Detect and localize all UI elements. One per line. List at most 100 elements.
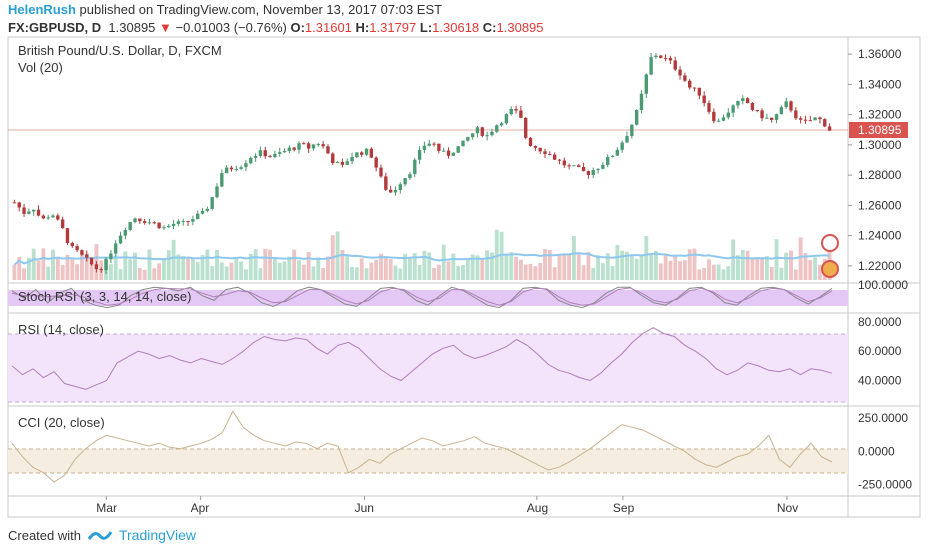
volume-bar bbox=[760, 258, 764, 280]
volume-bar bbox=[383, 256, 388, 280]
candle-body bbox=[316, 144, 320, 146]
volume-bar bbox=[200, 255, 205, 280]
candle-body bbox=[524, 117, 528, 138]
uk-flag-icon[interactable] bbox=[821, 234, 839, 252]
volume-bar bbox=[528, 263, 533, 280]
volume-bar bbox=[707, 259, 711, 280]
volume-bar bbox=[461, 265, 465, 280]
volume-bar bbox=[345, 256, 350, 280]
candle-body bbox=[596, 168, 600, 171]
published-text: published on TradingView.com, November 1… bbox=[79, 2, 443, 17]
volume-bar bbox=[374, 259, 379, 280]
candle-body bbox=[94, 264, 99, 270]
symbol-line: FX:GBPUSD, D 1.30895 ▼ −0.01003 (−0.76%)… bbox=[8, 20, 544, 35]
candle-body bbox=[606, 156, 610, 165]
candle-body bbox=[702, 95, 706, 104]
volume-bar bbox=[292, 249, 297, 280]
candle-body bbox=[128, 222, 132, 231]
candle-body bbox=[630, 124, 634, 136]
candle-body bbox=[813, 117, 817, 121]
candle-body bbox=[572, 165, 576, 167]
volume-bar bbox=[123, 251, 128, 280]
volume-bar bbox=[764, 256, 769, 280]
candle-body bbox=[601, 164, 605, 169]
volume-bar bbox=[224, 266, 229, 280]
candle-body bbox=[364, 148, 369, 155]
candle-body bbox=[543, 151, 547, 155]
candle-body bbox=[784, 101, 788, 108]
candle-body bbox=[668, 58, 673, 61]
tradingview-brand[interactable]: TradingView bbox=[118, 527, 197, 543]
volume-bar bbox=[113, 255, 118, 280]
volume-bar bbox=[219, 262, 224, 280]
candle-body bbox=[731, 105, 735, 113]
volume-bar bbox=[152, 268, 157, 280]
rsi-title: RSI (14, close) bbox=[18, 322, 104, 337]
candle-body bbox=[673, 60, 677, 70]
volume-bar bbox=[750, 258, 755, 280]
candle-body bbox=[659, 55, 663, 58]
last-price: 1.30895 bbox=[108, 20, 156, 35]
candle-body bbox=[27, 211, 31, 214]
volume-bar bbox=[769, 266, 774, 280]
volume-bar bbox=[441, 244, 446, 280]
volume-bar bbox=[649, 253, 654, 280]
volume-bar bbox=[779, 267, 784, 280]
candle-body bbox=[446, 150, 451, 156]
volume-bar bbox=[514, 256, 518, 280]
candle-body bbox=[461, 140, 465, 147]
volume-bar bbox=[31, 248, 36, 280]
volume-bar bbox=[499, 231, 504, 280]
candle-body bbox=[360, 152, 364, 155]
volume-bar bbox=[446, 261, 451, 280]
candle-body bbox=[707, 103, 711, 112]
candle-body bbox=[794, 110, 798, 119]
candle-body bbox=[745, 98, 750, 104]
volume-bar bbox=[808, 259, 813, 280]
candle-body bbox=[32, 209, 36, 212]
time-tick-label: Jun bbox=[355, 501, 374, 515]
volume-bar bbox=[572, 235, 576, 280]
candle-body bbox=[442, 150, 446, 152]
stoch-k-line bbox=[11, 286, 833, 309]
cci-tick-label: 0.0000 bbox=[858, 444, 895, 458]
candle-body bbox=[234, 168, 238, 170]
candle-body bbox=[22, 207, 26, 214]
volume-bar bbox=[639, 254, 644, 280]
volume-bar bbox=[171, 239, 176, 280]
price-tick-label: 1.30000 bbox=[858, 138, 902, 152]
volume-bar bbox=[789, 250, 793, 280]
candle-body bbox=[726, 112, 730, 118]
candle-body bbox=[422, 145, 427, 150]
volume-bar bbox=[726, 266, 731, 280]
candle-body bbox=[774, 114, 779, 120]
candle-body bbox=[268, 156, 272, 158]
candle-body bbox=[244, 163, 248, 168]
stoch-tick-label: 100.0000 bbox=[858, 278, 908, 292]
volume-bar bbox=[22, 268, 26, 280]
candle-body bbox=[770, 117, 774, 120]
candle-body bbox=[282, 150, 287, 153]
volume-bar bbox=[803, 253, 808, 280]
candle-body bbox=[369, 148, 374, 158]
candle-body bbox=[716, 120, 721, 122]
us-flag-icon[interactable] bbox=[821, 260, 839, 278]
volume-bar bbox=[311, 266, 316, 280]
candle-body bbox=[224, 167, 229, 174]
candle-body bbox=[379, 167, 383, 177]
candle-body bbox=[499, 123, 504, 126]
rsi-tick-label: 80.0000 bbox=[858, 315, 902, 329]
candle-body bbox=[388, 189, 393, 193]
volume-bar bbox=[740, 249, 745, 280]
volume-bar bbox=[504, 254, 509, 280]
volume-bar bbox=[157, 263, 162, 280]
author-link[interactable]: HelenRush bbox=[8, 2, 76, 17]
volume-bar bbox=[369, 262, 374, 280]
volume-bar bbox=[181, 256, 186, 280]
low-value: 1.30618 bbox=[432, 20, 480, 35]
candle-body bbox=[610, 155, 615, 157]
candle-body bbox=[326, 146, 330, 154]
volume-bar bbox=[133, 252, 137, 280]
candle-body bbox=[413, 159, 417, 175]
